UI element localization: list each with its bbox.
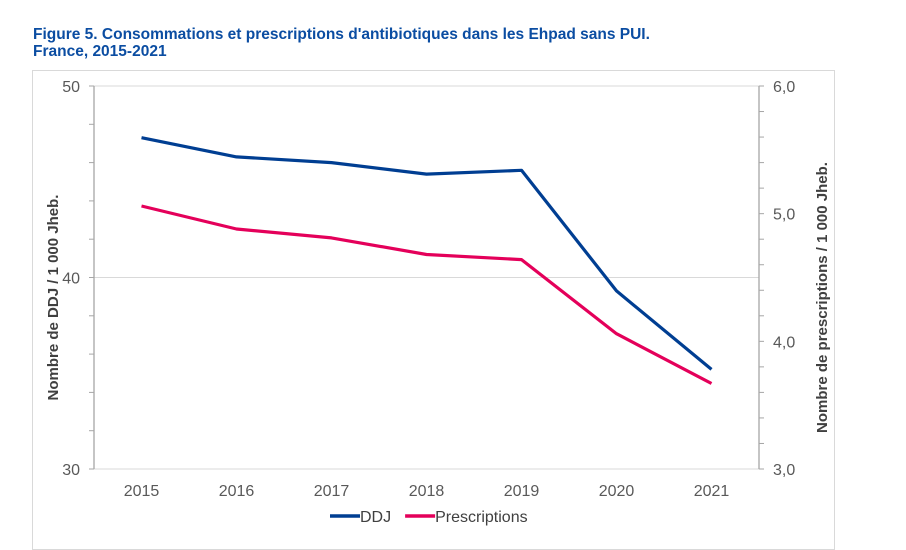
right-axis-tick-label: 4,0 [773,334,795,351]
right-axis-title: Nombre de prescriptions / 1 000 Jheb. [814,162,831,433]
x-axis-tick-label: 2017 [314,483,350,500]
series-line-prescriptions [142,206,712,384]
line-chart: 30 40 50 3,0 4,0 5,0 6,0 2015 2016 2017 2018 2019 20… [0,0,906,530]
left-axis-tick-label: 40 [62,271,80,288]
right-axis-tick-label: 5,0 [773,207,795,224]
right-axis-tick-label: 3,0 [773,462,795,479]
x-axis-tick-label: 2019 [504,483,540,500]
gridlines [94,86,759,469]
x-axis-tick-label: 2018 [409,483,445,500]
x-axis-tick-label: 2021 [694,483,730,500]
series-lines [141,138,711,384]
left-axis-tick-label: 50 [62,79,80,96]
legend-label-ddj: DDJ [360,509,391,526]
right-axis-tick-label: 6,0 [773,79,795,96]
left-axis-title: Nombre de DDJ / 1 000 Jheb. [45,195,62,401]
x-axis-tick-label: 2020 [599,483,635,500]
x-axis-tick-label: 2016 [219,483,255,500]
left-axis-tick-label: 30 [62,462,80,479]
legend: DDJ Prescriptions [330,509,528,526]
x-axis-tick-label: 2015 [124,483,160,500]
legend-label-prescriptions: Prescriptions [435,509,527,526]
